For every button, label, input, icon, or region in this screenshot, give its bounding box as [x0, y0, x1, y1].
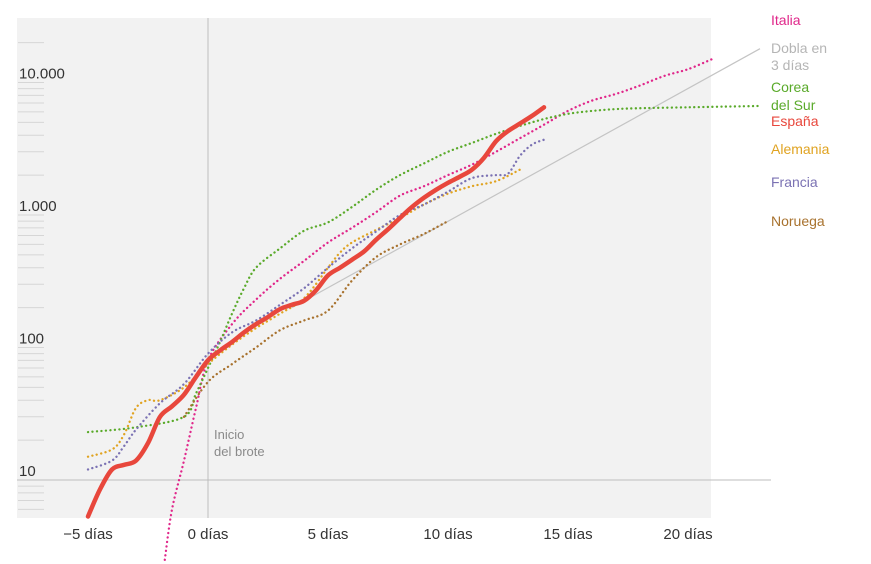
series-label-alemania: Alemania [771, 141, 830, 157]
y-minor-ticks [18, 42, 44, 510]
x-tick-label: 5 días [308, 526, 349, 543]
series-line-espana [85, 105, 547, 519]
series-label-francia: Francia [771, 174, 818, 190]
y-tick-label: 10 [19, 463, 36, 480]
x-tick-label: −5 días [63, 526, 113, 543]
y-tick-label: 1.000 [19, 198, 57, 215]
y-tick-label: 10.000 [19, 66, 65, 83]
series-line-francia [86, 138, 546, 471]
reference-line [291, 48, 761, 309]
x-tick-label: 20 días [663, 526, 712, 543]
series-line-alemania [86, 168, 522, 458]
series-label-espana: España [771, 113, 819, 129]
series-label-noruega: Noruega [771, 213, 825, 229]
x-tick-label: 0 días [188, 526, 229, 543]
x-tick-label: 15 días [543, 526, 592, 543]
series-label-doubling-reference: Dobla en 3 días [771, 40, 827, 73]
series-label-corea-del-sur: Corea del Sur [771, 79, 816, 113]
x-tick-label: 10 días [423, 526, 472, 543]
series-line-noruega [182, 219, 450, 418]
axes: 10 100 1.000 10.000 −5 días 0 días 5 días 10 dí… [17, 18, 771, 543]
series-label-italia: Italia [771, 12, 801, 28]
outbreak-annotation: Inicio del brote [214, 427, 265, 459]
doubling-reference-line [291, 48, 761, 309]
y-tick-label: 100 [19, 331, 44, 348]
series-lines [85, 58, 762, 561]
